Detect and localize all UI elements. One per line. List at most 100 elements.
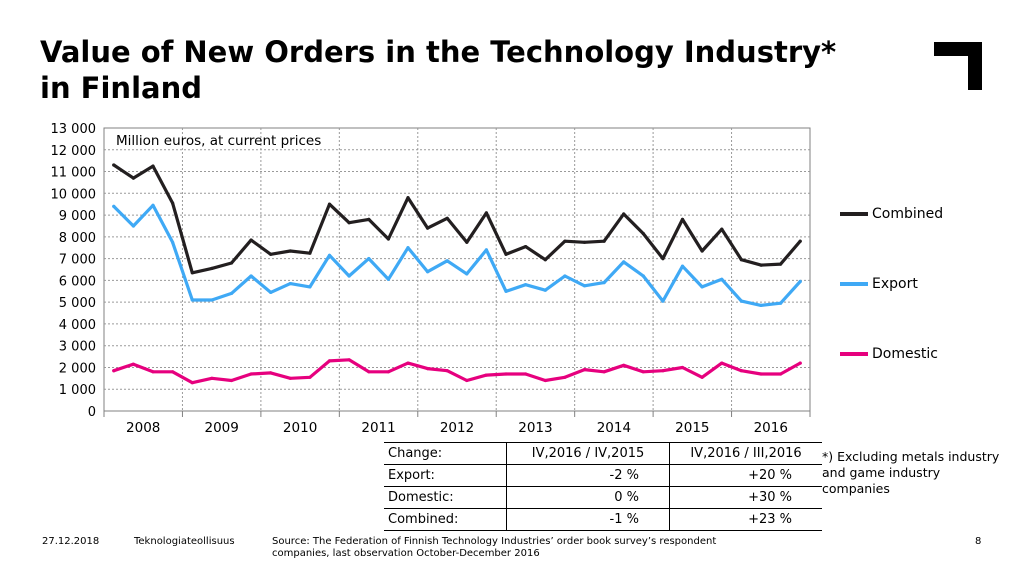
data-point-domestic — [347, 358, 351, 362]
data-point-domestic — [641, 370, 645, 374]
change-table: Change: IV,2016 / IV,2015 IV,2016 / III,… — [384, 442, 822, 531]
legend-export: Export — [840, 276, 918, 292]
data-point-combined — [327, 202, 332, 206]
data-point-export — [406, 246, 410, 250]
slide-title-line-1: Value of New Orders in the Technology In… — [40, 35, 837, 69]
x-tick-label: 2016 — [754, 420, 788, 436]
data-point-combined — [641, 232, 645, 236]
data-point-domestic — [465, 378, 469, 383]
header-cell: Change: — [384, 442, 507, 465]
table-cell: -1 % — [506, 508, 670, 531]
y-tick-label: 5 000 — [59, 296, 96, 311]
data-point-domestic — [327, 359, 332, 363]
data-point-combined — [308, 251, 312, 255]
data-point-combined — [445, 216, 449, 220]
data-point-domestic — [406, 361, 410, 365]
data-point-combined — [739, 258, 744, 262]
data-point-export — [661, 299, 665, 303]
data-point-combined — [543, 258, 547, 262]
data-point-domestic — [720, 361, 724, 365]
data-point-domestic — [131, 362, 135, 366]
legend-export-swatch — [840, 282, 868, 286]
data-point-domestic — [700, 375, 704, 379]
row-label: Export: — [384, 464, 507, 487]
page-number: 8 — [975, 536, 982, 547]
data-point-combined — [151, 164, 155, 168]
data-point-domestic — [426, 367, 430, 371]
data-point-combined — [504, 252, 508, 256]
data-point-domestic — [249, 372, 253, 376]
y-tick-label: 7 000 — [59, 253, 96, 268]
series-line-export — [112, 203, 802, 307]
x-tick-label: 2011 — [361, 420, 395, 436]
data-point-export — [367, 257, 371, 261]
legend-combined-swatch — [840, 212, 868, 216]
series-line-combined — [112, 163, 802, 275]
data-point-domestic — [367, 370, 371, 374]
data-point-combined — [720, 227, 724, 231]
data-point-combined — [386, 237, 390, 241]
data-point-domestic — [622, 363, 626, 367]
data-point-domestic — [151, 370, 155, 374]
legend-domestic: Domestic — [840, 346, 938, 362]
data-point-combined — [249, 238, 253, 242]
data-point-export — [563, 274, 567, 278]
table-cell: 0 % — [506, 486, 670, 509]
corner-bracket-logo — [934, 42, 982, 90]
data-point-export — [445, 259, 449, 263]
data-point-export — [759, 303, 763, 307]
y-tick-label: 0 — [88, 405, 96, 420]
data-point-domestic — [739, 369, 744, 373]
plot-area-frame — [103, 127, 811, 412]
data-point-export — [484, 248, 488, 252]
data-point-combined — [582, 240, 587, 244]
data-point-export — [622, 260, 626, 264]
x-tick-label: 2012 — [440, 420, 474, 436]
data-point-export — [308, 285, 312, 289]
data-point-combined — [406, 196, 410, 200]
data-point-combined — [602, 239, 606, 243]
x-tick-label: 2008 — [126, 420, 160, 436]
data-point-export — [131, 224, 135, 228]
y-tick-label: 6 000 — [59, 274, 96, 289]
legend-export-label: Export — [872, 276, 918, 292]
data-point-combined — [229, 261, 234, 265]
data-point-export — [465, 272, 469, 276]
data-point-domestic — [798, 361, 802, 365]
y-tick-label: 3 000 — [59, 340, 96, 355]
data-point-combined — [563, 239, 567, 243]
data-point-domestic — [504, 372, 508, 376]
table-cell: +30 % — [669, 486, 822, 509]
data-point-export — [171, 240, 175, 244]
legend-domestic-swatch — [840, 352, 868, 356]
data-point-export — [602, 281, 606, 285]
series-line-domestic — [112, 358, 802, 385]
x-tick-label: 2013 — [518, 420, 552, 436]
data-point-combined — [131, 176, 135, 180]
y-tick-label: 8 000 — [59, 231, 96, 246]
data-point-export — [798, 279, 802, 284]
x-tick-label: 2010 — [283, 420, 317, 436]
x-tick-label: 2014 — [597, 420, 631, 436]
data-point-combined — [465, 240, 469, 244]
data-point-export — [779, 301, 783, 305]
data-point-combined — [269, 252, 273, 256]
legend-combined: Combined — [840, 206, 943, 222]
y-tick-label: 1 000 — [59, 383, 96, 398]
data-point-combined — [798, 239, 802, 243]
footnote: *) Excluding metals industry and game in… — [822, 449, 1000, 496]
data-point-domestic — [269, 371, 273, 375]
table-cell: +20 % — [669, 464, 822, 487]
y-tick-label: 11 000 — [51, 166, 97, 181]
x-tick-label: 2015 — [675, 420, 709, 436]
slide-title-line-2: in Finland — [40, 71, 202, 105]
data-point-export — [210, 298, 214, 302]
data-point-export — [641, 274, 645, 278]
data-point-combined — [779, 262, 783, 266]
x-tick-label: 2009 — [204, 420, 238, 436]
data-point-export — [112, 204, 116, 208]
data-point-export — [504, 289, 508, 293]
data-point-export — [680, 264, 685, 268]
data-point-combined — [367, 217, 371, 221]
